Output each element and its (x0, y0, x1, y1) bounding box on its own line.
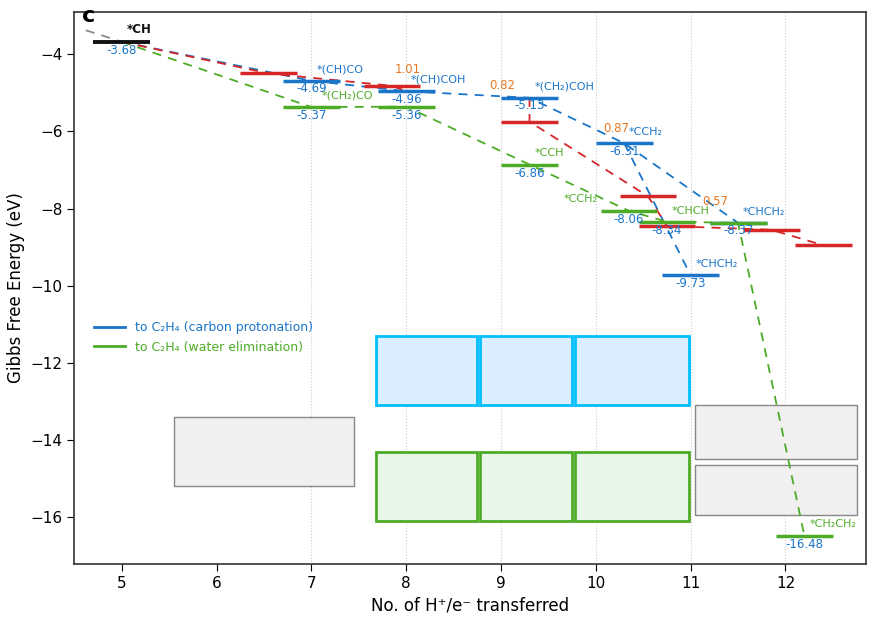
Text: c: c (82, 6, 96, 26)
Text: -3.68: -3.68 (107, 43, 137, 57)
Text: 0.82: 0.82 (490, 79, 516, 93)
FancyBboxPatch shape (575, 451, 689, 521)
Text: *CH: *CH (127, 22, 151, 35)
Text: *(CH)COH: *(CH)COH (411, 75, 466, 84)
FancyBboxPatch shape (174, 417, 354, 486)
Text: -8.06: -8.06 (614, 213, 644, 226)
Text: *CCH₂: *CCH₂ (564, 194, 598, 204)
Text: -5.37: -5.37 (296, 109, 327, 122)
Text: *CHCH₂: *CHCH₂ (696, 259, 738, 269)
Text: *CCH: *CCH (534, 148, 564, 158)
Text: -5.36: -5.36 (391, 109, 422, 122)
FancyBboxPatch shape (480, 336, 572, 406)
Text: *CH₂CH₂: *CH₂CH₂ (809, 519, 856, 529)
Text: -8.34: -8.34 (652, 224, 682, 237)
FancyBboxPatch shape (376, 336, 478, 406)
FancyBboxPatch shape (696, 406, 856, 460)
Text: -5.13: -5.13 (514, 99, 545, 112)
Text: *CHCH₂: *CHCH₂ (743, 207, 785, 217)
Text: -4.69: -4.69 (296, 83, 327, 96)
FancyBboxPatch shape (696, 465, 856, 515)
Text: *CCH₂: *CCH₂ (629, 127, 663, 137)
X-axis label: No. of H⁺/e⁻ transferred: No. of H⁺/e⁻ transferred (371, 596, 569, 614)
Text: -4.96: -4.96 (391, 93, 422, 106)
Text: -16.48: -16.48 (786, 538, 823, 551)
FancyBboxPatch shape (376, 451, 478, 521)
Text: *CHCH: *CHCH (671, 206, 710, 215)
Text: -9.73: -9.73 (676, 278, 706, 290)
Text: *(CH)CO: *(CH)CO (316, 65, 363, 75)
Text: -6.86: -6.86 (514, 166, 545, 179)
FancyBboxPatch shape (575, 336, 689, 406)
FancyBboxPatch shape (480, 451, 572, 521)
Text: -8.37: -8.37 (723, 224, 753, 237)
Text: 0.57: 0.57 (702, 195, 728, 208)
Text: 1.01: 1.01 (395, 63, 421, 76)
Text: *(CH₂)CO: *(CH₂)CO (321, 91, 373, 101)
Y-axis label: Gibbs Free Energy (eV): Gibbs Free Energy (eV) (7, 193, 25, 383)
Text: *(CH₂)COH: *(CH₂)COH (534, 81, 595, 91)
Legend: to C₂H₄ (carbon protonation), to C₂H₄ (water elimination): to C₂H₄ (carbon protonation), to C₂H₄ (w… (88, 317, 318, 359)
Text: -6.31: -6.31 (609, 145, 640, 158)
Text: 0.87: 0.87 (603, 122, 629, 135)
